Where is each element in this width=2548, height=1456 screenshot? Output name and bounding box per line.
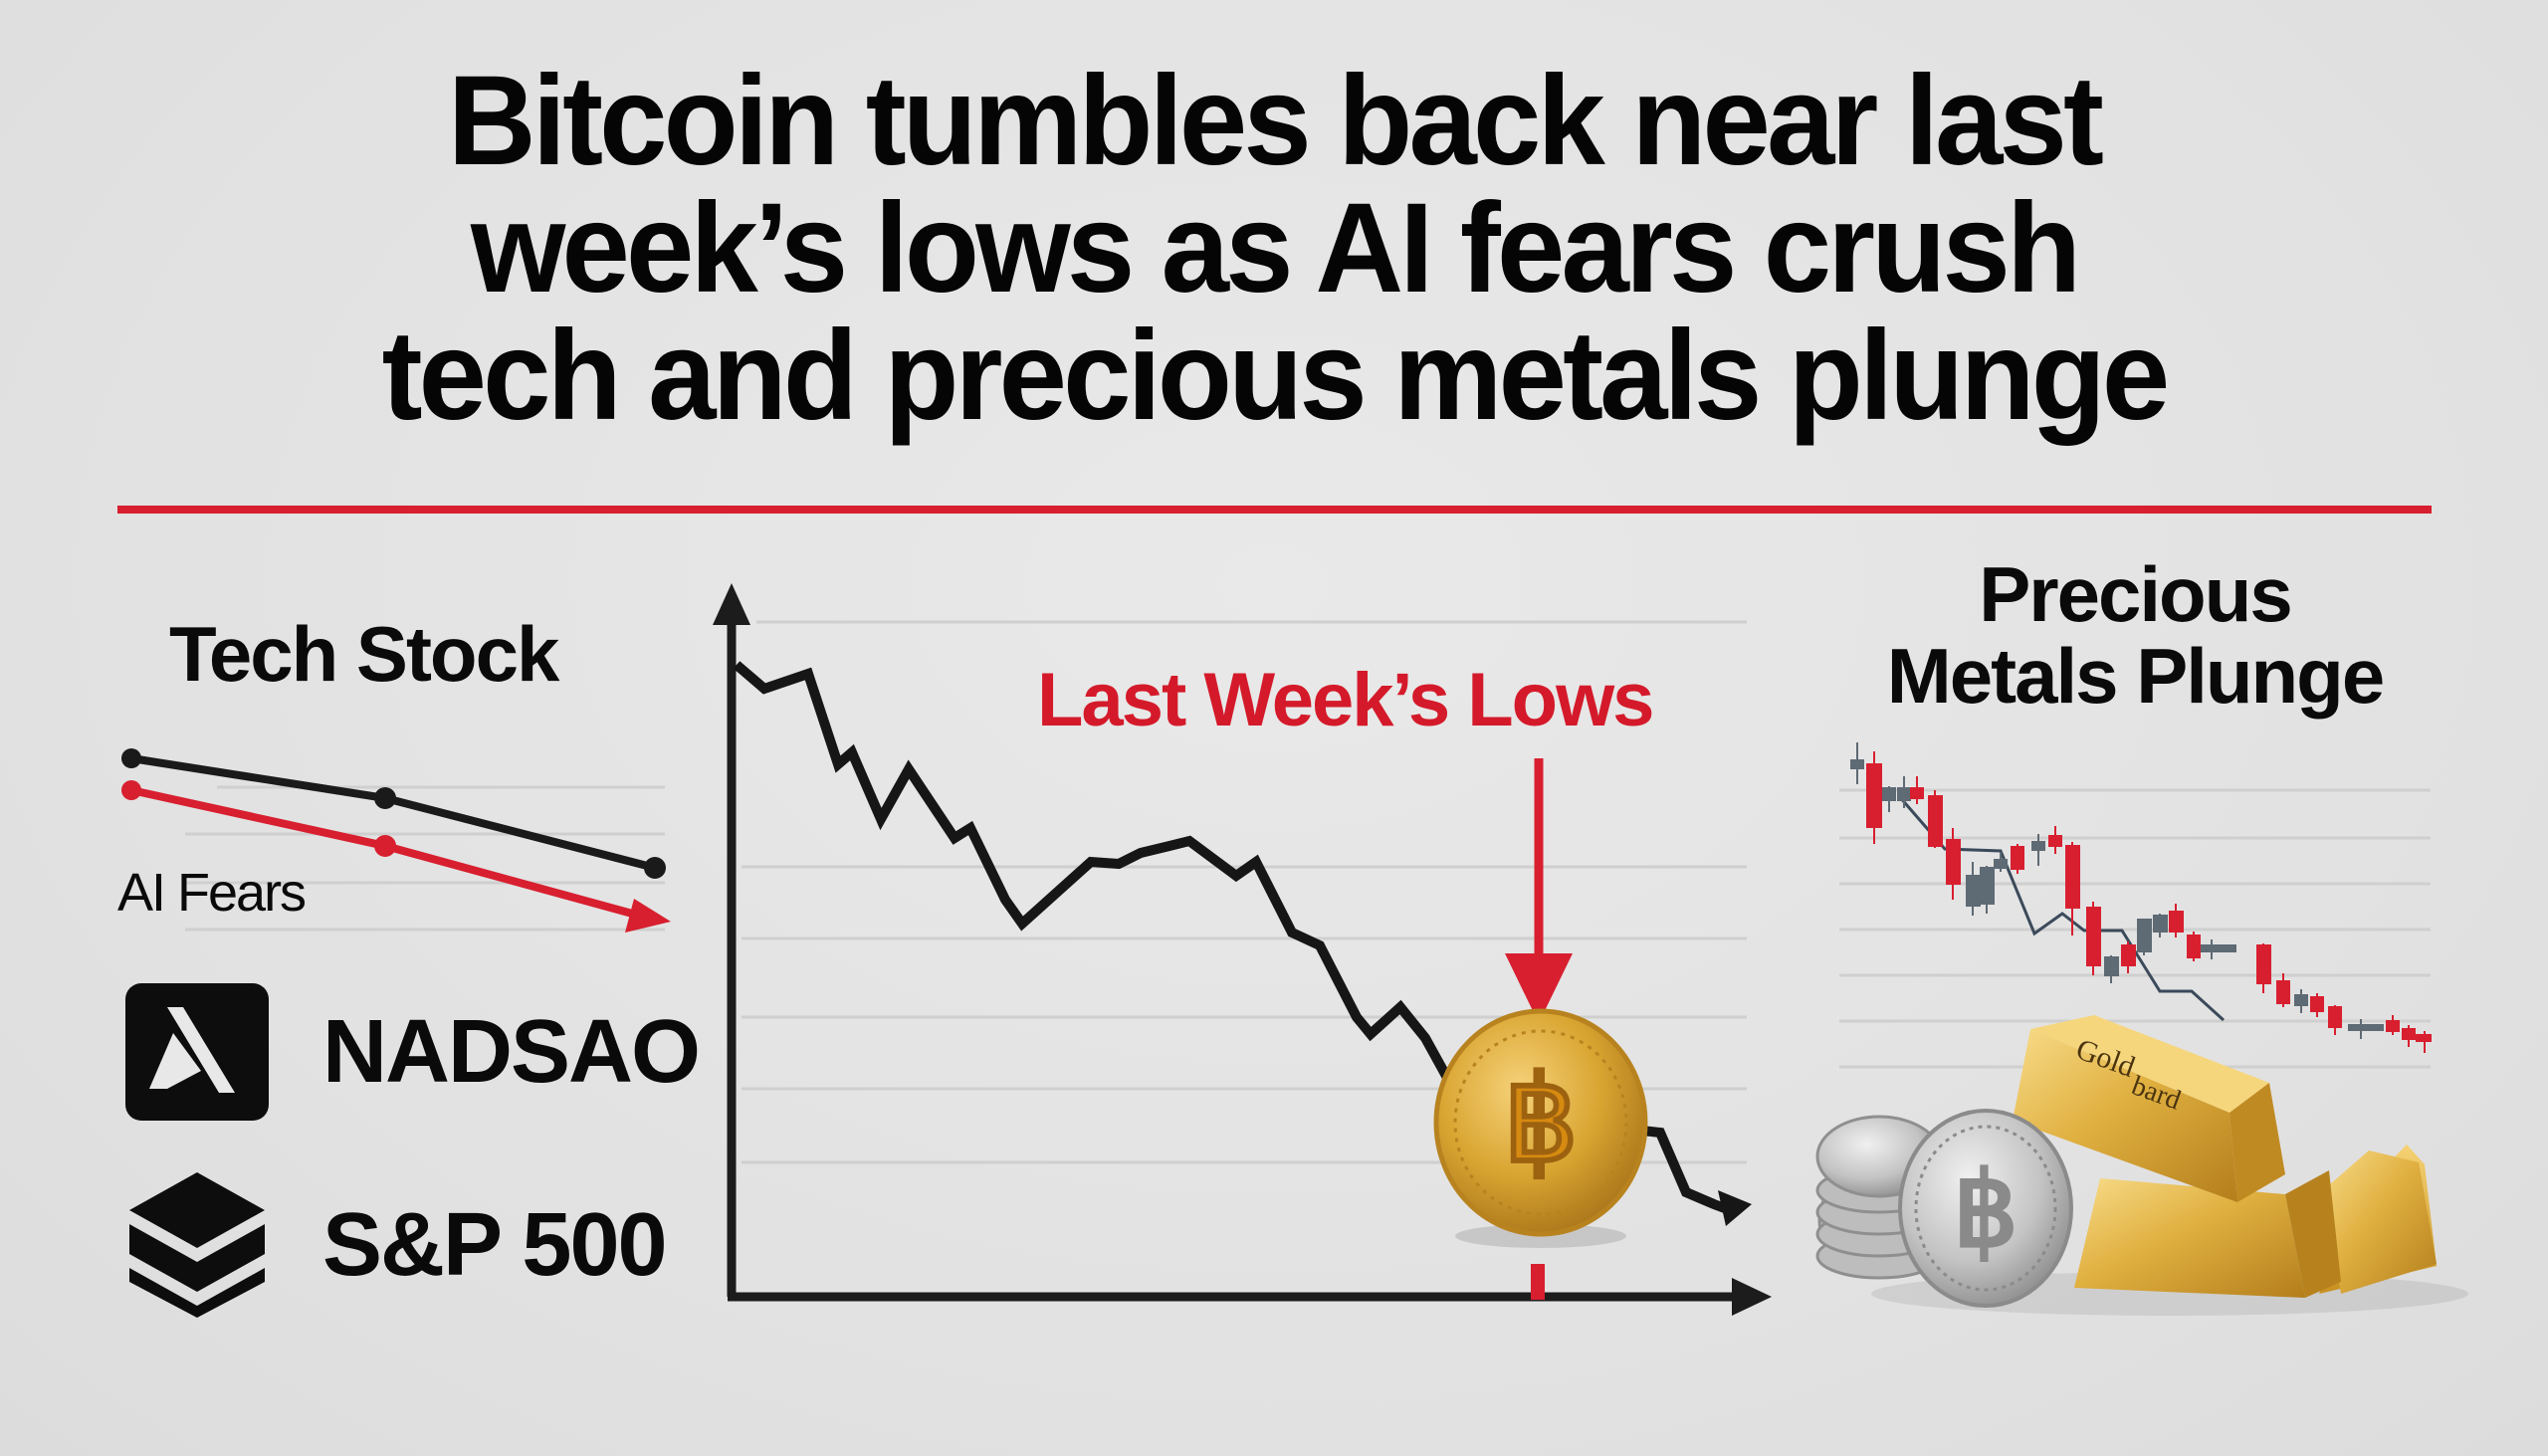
- stacked-layers-icon: [129, 1172, 265, 1318]
- precious-title-line-1: Precious: [1979, 550, 2292, 638]
- silver-coin-stack-icon: ฿: [1815, 1109, 2073, 1308]
- sp500-label: S&P 500: [322, 1194, 668, 1295]
- lows-x-marker: [1531, 1264, 1545, 1300]
- precious-title-line-2: Metals Plunge: [1886, 632, 2385, 720]
- nasdaq-label: NADSAO: [322, 1001, 701, 1102]
- precious-metals-title: Precious Metals Plunge: [1811, 553, 2458, 717]
- headline: Bitcoin tumbles back near last week’s lo…: [0, 58, 2548, 440]
- headline-line-3: tech and precious metals plunge: [381, 305, 2171, 447]
- bitcoin-coin-icon: ฿: [1433, 1008, 1648, 1248]
- nasdaq-logo-row: NADSAO: [123, 981, 701, 1123]
- down-arrow-icon: [1505, 953, 1573, 1023]
- svg-text:฿: ฿: [1503, 1055, 1578, 1186]
- silver-bitcoin-icon: [1898, 1109, 2073, 1308]
- nasdaq-a-icon: [125, 983, 269, 1121]
- ai-fears-label: AI Fears: [117, 863, 307, 923]
- svg-text:฿: ฿: [1953, 1153, 2018, 1269]
- tech-stock-title: Tech Stock: [169, 610, 559, 698]
- chart-axes: [713, 583, 1772, 1316]
- sp500-logo-row: S&P 500: [123, 1170, 668, 1320]
- headline-line-2: week’s lows as AI fears crush: [470, 177, 2081, 319]
- red-divider: [117, 506, 2432, 514]
- headline-line-1: Bitcoin tumbles back near last: [447, 50, 2104, 192]
- last-weeks-lows-label: Last Week’s Lows: [1037, 658, 1654, 742]
